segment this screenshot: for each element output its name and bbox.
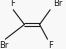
Text: F: F	[10, 0, 15, 8]
Text: F: F	[48, 41, 53, 49]
Text: Br: Br	[53, 0, 62, 8]
Text: Br: Br	[0, 41, 9, 49]
